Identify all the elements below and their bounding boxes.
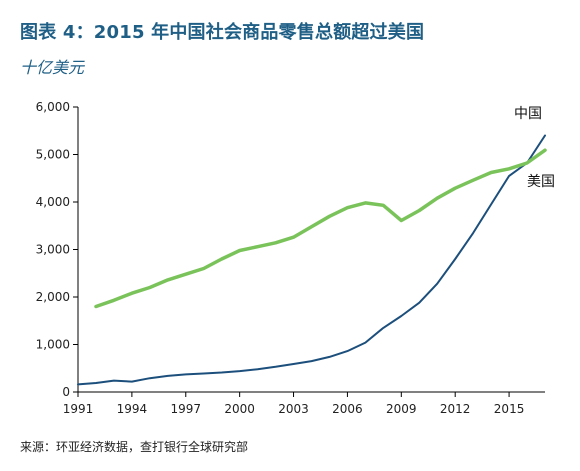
x-tick-label: 2006 <box>332 402 363 416</box>
source-note: 来源：环亚经济数据，查打银行全球研究部 <box>20 440 249 454</box>
x-tick-label: 1994 <box>117 402 148 416</box>
usa-series-line <box>94 148 547 309</box>
y-tick-label: 6,000 <box>36 100 70 114</box>
chart-unit-subtitle: 十亿美元 <box>20 58 85 77</box>
x-tick-label: 1997 <box>170 402 201 416</box>
y-tick-label: 2,000 <box>36 290 70 304</box>
y-tick-label: 5,000 <box>36 148 70 162</box>
x-tick-label: 2015 <box>494 402 525 416</box>
x-tick-label: 2012 <box>440 402 471 416</box>
series-layer <box>77 134 547 386</box>
china-series-line <box>77 134 546 386</box>
x-tick-label: 1991 <box>63 402 94 416</box>
y-tick-label: 1,000 <box>36 338 70 352</box>
x-tick-label: 2000 <box>224 402 255 416</box>
series-label-usa: 美国 <box>527 174 555 190</box>
x-tick-label: 2009 <box>386 402 417 416</box>
y-tick-label: 4,000 <box>36 195 70 209</box>
axes: 0 1,000 2,000 3,000 4,000 5,000 6,000 1991 1994 1… <box>36 100 545 416</box>
y-tick-label: 0 <box>62 385 70 399</box>
y-tick-label: 3,000 <box>36 243 70 257</box>
x-tick-label: 2003 <box>278 402 309 416</box>
series-label-china: 中国 <box>514 106 542 122</box>
chart-title: 图表 4：2015 年中国社会商品零售总额超过美国 <box>20 22 425 43</box>
